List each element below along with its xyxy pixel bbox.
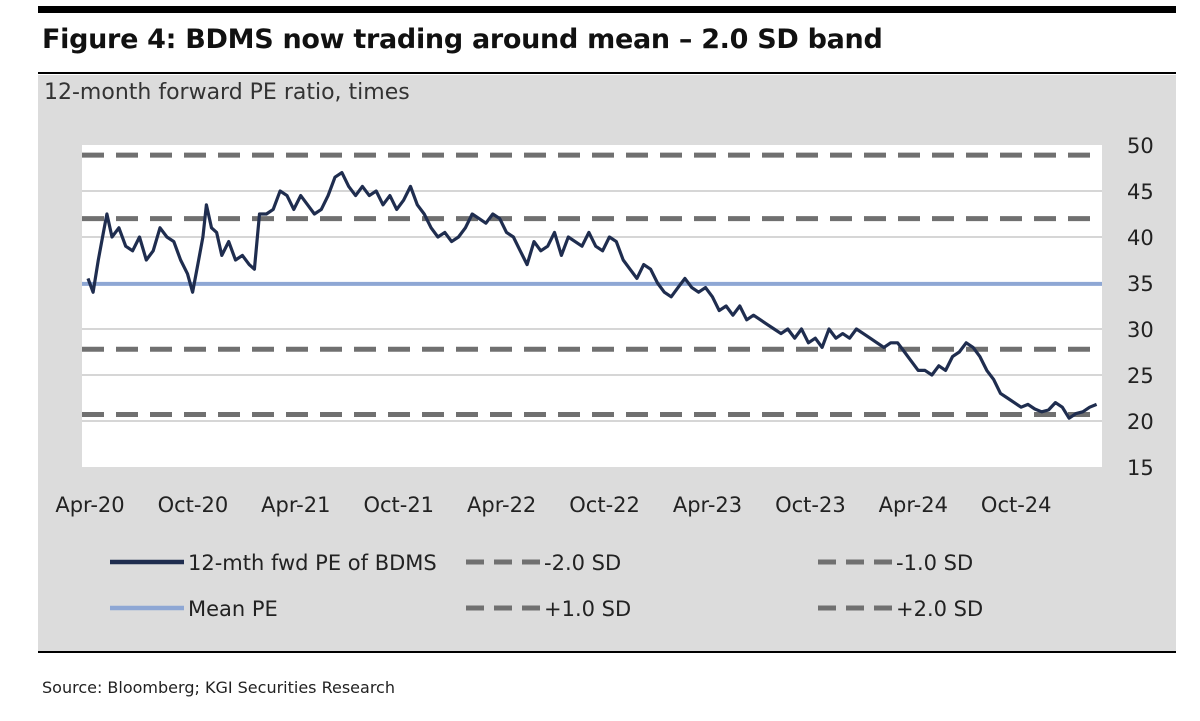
title-rule <box>38 72 1176 74</box>
x-tick-label: Oct-21 <box>363 493 434 517</box>
legend-label: -1.0 SD <box>896 551 973 575</box>
legend-label: Mean PE <box>188 597 278 621</box>
source-note: Source: Bloomberg; KGI Securities Resear… <box>42 678 395 697</box>
x-tick-label: Apr-23 <box>673 493 742 517</box>
x-tick-label: Apr-21 <box>261 493 330 517</box>
y-tick-label: 35 <box>1127 272 1154 296</box>
x-tick-label: Apr-20 <box>55 493 124 517</box>
reference-lines <box>82 152 1102 418</box>
legend-label: +2.0 SD <box>896 597 983 621</box>
legend-label: 12-mth fwd PE of BDMS <box>188 551 437 575</box>
x-tick-label: Oct-20 <box>158 493 229 517</box>
x-tick-label: Oct-24 <box>981 493 1052 517</box>
series-line-bdms-pe <box>86 171 1098 420</box>
top-rule <box>38 6 1176 13</box>
plot-area <box>82 145 1102 467</box>
x-tick-label: Oct-22 <box>569 493 640 517</box>
y-tick-label: 45 <box>1127 180 1154 204</box>
x-axis-ticks: Apr-20 Oct-20 Apr-21 Oct-21 Apr-22 Oct-22 Apr-… <box>55 493 1051 517</box>
y-tick-label: 20 <box>1127 410 1154 434</box>
x-tick-label: Apr-22 <box>467 493 536 517</box>
x-tick-label: Oct-23 <box>775 493 846 517</box>
legend: 12-mth fwd PE of BDMS -2.0 SD -1.0 SD Mean … <box>110 551 983 621</box>
legend-label: -2.0 SD <box>544 551 621 575</box>
y-tick-label: 25 <box>1127 364 1154 388</box>
series-group <box>86 171 1098 420</box>
y-tick-label: 40 <box>1127 226 1154 250</box>
y-axis-ticks: 50 45 40 35 30 25 20 15 <box>1127 134 1154 480</box>
bottom-rule <box>38 651 1176 653</box>
x-tick-label: Apr-24 <box>879 493 948 517</box>
y-tick-label: 50 <box>1127 134 1154 158</box>
y-tick-label: 30 <box>1127 318 1154 342</box>
figure-title: Figure 4: BDMS now trading around mean –… <box>42 24 883 55</box>
chart-subtitle: 12-month forward PE ratio, times <box>44 80 410 105</box>
legend-label: +1.0 SD <box>544 597 631 621</box>
y-tick-label: 15 <box>1127 456 1154 480</box>
